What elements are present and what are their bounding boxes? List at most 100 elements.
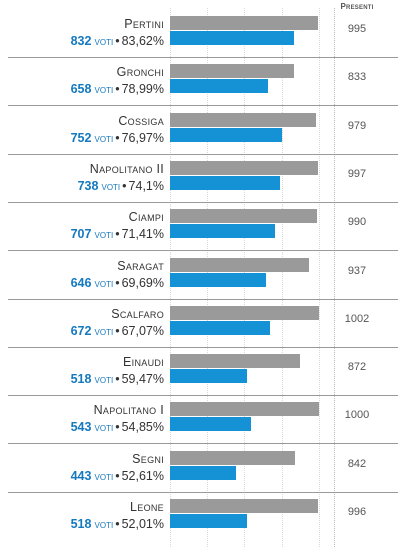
votes-unit: voti bbox=[98, 180, 121, 193]
present-value: 833 bbox=[347, 71, 367, 84]
bullet-separator: • bbox=[122, 178, 127, 193]
votes-unit: voti bbox=[91, 325, 114, 338]
votes-bar bbox=[170, 320, 270, 335]
vote-data-label: 832 voti • 83,62% bbox=[71, 34, 164, 48]
votes-bar bbox=[170, 31, 294, 45]
category-label: Scalfaro bbox=[111, 306, 164, 321]
bullet-separator: • bbox=[115, 517, 120, 531]
votes-value: 518 bbox=[70, 517, 92, 531]
votes-bar bbox=[170, 514, 248, 528]
votes-unit: voti bbox=[91, 36, 114, 48]
votes-value: 443 bbox=[70, 468, 92, 483]
chart-row: Scalfaro 672 voti • 67,07% 1002 bbox=[0, 305, 400, 353]
row-divider bbox=[8, 491, 398, 493]
present-bar bbox=[170, 64, 294, 79]
present-bar bbox=[170, 354, 300, 369]
bar-group bbox=[170, 63, 320, 95]
present-bar bbox=[170, 209, 318, 224]
vote-data-label: 518 voti • 59,47% bbox=[71, 372, 164, 386]
bullet-separator: • bbox=[115, 130, 120, 145]
present-bar bbox=[170, 112, 316, 127]
row-divider bbox=[8, 250, 398, 252]
percentage-value: 71,41% bbox=[121, 227, 164, 242]
votes-value: 707 bbox=[70, 227, 92, 242]
chart-row: Segni 443 voti • 52,61% 842 bbox=[0, 450, 400, 498]
votes-bar bbox=[170, 79, 268, 94]
votes-value: 658 bbox=[70, 82, 92, 97]
bullet-separator: • bbox=[115, 82, 120, 97]
bar-group bbox=[170, 353, 320, 385]
votes-value: 832 bbox=[70, 34, 92, 48]
percentage-value: 78,99% bbox=[121, 82, 164, 97]
present-value: 872 bbox=[347, 361, 367, 374]
category-label: Napolitano I bbox=[93, 403, 164, 418]
category-label: Pertini bbox=[124, 17, 164, 31]
presenti-header: Presenti bbox=[340, 2, 374, 11]
percentage-value: 52,01% bbox=[121, 517, 164, 531]
vote-data-label: 646 voti • 69,69% bbox=[71, 276, 164, 290]
gridline bbox=[281, 8, 283, 547]
votes-bar bbox=[170, 224, 276, 239]
chart-row: Gronchi 658 voti • 78,99% 833 bbox=[0, 63, 400, 111]
present-value: 997 bbox=[347, 167, 367, 180]
chart-row: Saragat 646 voti • 69,69% 937 bbox=[0, 257, 400, 305]
present-value: 937 bbox=[347, 264, 367, 277]
votes-bar bbox=[170, 127, 282, 142]
category-label: Einaudi bbox=[123, 355, 164, 370]
chart-row: Cossiga 752 voti • 76,97% 979 bbox=[0, 112, 400, 160]
votes-value: 518 bbox=[70, 372, 92, 387]
vote-data-label: 738 voti • 74,1% bbox=[78, 179, 164, 193]
present-value: 1002 bbox=[344, 312, 370, 325]
votes-bar bbox=[170, 417, 251, 432]
votes-value: 543 bbox=[70, 420, 92, 435]
bar-group bbox=[170, 160, 320, 192]
vote-data-label: 443 voti • 52,61% bbox=[71, 469, 164, 483]
percentage-value: 69,69% bbox=[121, 275, 164, 290]
percentage-value: 67,07% bbox=[121, 323, 164, 338]
row-divider bbox=[8, 395, 398, 397]
bar-group bbox=[170, 305, 320, 337]
bar-group bbox=[170, 208, 320, 240]
votes-bar bbox=[170, 175, 280, 190]
present-value: 979 bbox=[347, 119, 367, 132]
chart-row: Napolitano II 738 voti • 74,1% 997 bbox=[0, 160, 400, 208]
bullet-separator: • bbox=[115, 468, 120, 483]
votes-unit: voti bbox=[91, 132, 114, 145]
votes-bar bbox=[170, 369, 248, 384]
percentage-value: 52,61% bbox=[121, 468, 164, 483]
present-bar bbox=[170, 160, 319, 175]
votes-bar bbox=[170, 272, 267, 287]
category-label: Napolitano II bbox=[89, 161, 164, 176]
votes-value: 738 bbox=[77, 178, 99, 193]
percentage-value: 54,85% bbox=[121, 420, 164, 435]
votes-unit: voti bbox=[91, 229, 114, 242]
bar-group bbox=[170, 15, 320, 47]
chart-row: Ciampi 707 voti • 71,41% 990 bbox=[0, 208, 400, 256]
chart-row: Einaudi 518 voti • 59,47% 872 bbox=[0, 353, 400, 401]
row-divider bbox=[8, 298, 398, 300]
votes-value: 672 bbox=[70, 323, 92, 338]
bullet-separator: • bbox=[115, 420, 120, 435]
category-label: Saragat bbox=[117, 258, 164, 273]
bullet-separator: • bbox=[115, 227, 120, 242]
present-bar bbox=[170, 305, 320, 320]
votes-unit: voti bbox=[91, 470, 114, 483]
votes-value: 752 bbox=[70, 130, 92, 145]
votes-unit: voti bbox=[91, 277, 114, 290]
bar-group bbox=[170, 112, 320, 144]
bar-group bbox=[170, 401, 320, 433]
votes-unit: voti bbox=[91, 422, 114, 435]
present-value: 995 bbox=[347, 23, 367, 35]
row-divider bbox=[8, 443, 398, 445]
votes-bar bbox=[170, 465, 236, 480]
bar-group bbox=[170, 450, 320, 482]
percentage-value: 74,1% bbox=[128, 178, 164, 193]
present-bar bbox=[170, 499, 319, 513]
percentage-value: 59,47% bbox=[121, 372, 164, 387]
present-value: 1000 bbox=[344, 409, 370, 422]
category-label: Ciampi bbox=[128, 210, 164, 225]
vote-data-label: 707 voti • 71,41% bbox=[71, 227, 164, 241]
votes-value: 646 bbox=[70, 275, 92, 290]
row-divider bbox=[8, 105, 398, 107]
present-value: 996 bbox=[347, 506, 367, 518]
